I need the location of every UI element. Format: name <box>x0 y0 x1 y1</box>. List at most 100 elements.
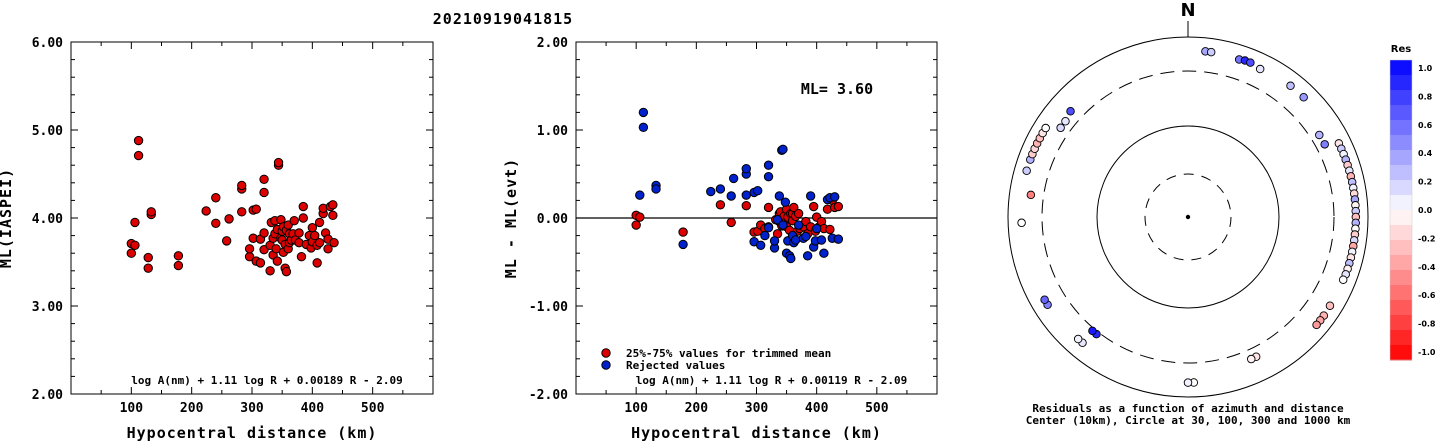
data-point <box>763 202 774 213</box>
colorbar-tick-label: 0.4 <box>1418 149 1433 158</box>
data-point <box>289 215 299 226</box>
data-point <box>780 197 791 207</box>
data-point <box>741 164 751 174</box>
data-point <box>728 173 739 184</box>
data-point <box>801 231 811 242</box>
plot-frame <box>70 41 434 395</box>
data-point <box>310 230 320 241</box>
data-point <box>726 217 736 228</box>
data-point <box>224 214 234 224</box>
data-point <box>678 239 688 250</box>
ring-30km <box>1144 173 1232 261</box>
data-point <box>259 174 269 184</box>
colorbar-tick-label: -0.6 <box>1418 291 1436 300</box>
colorbar-segment <box>1390 120 1412 136</box>
colorbar-segment <box>1390 210 1412 226</box>
colorbar-segment <box>1390 345 1412 361</box>
y-tick-label: 6.00 <box>32 36 63 51</box>
station-point <box>1061 117 1070 126</box>
station-point <box>1183 378 1193 387</box>
ml-vs-distance-plot: 100 200 300 400 500 2.00 3.00 4.00 5.00 6.00 Hypoc… <box>0 36 434 441</box>
y-tick-label: 2.00 <box>32 388 63 403</box>
data-point <box>769 236 780 246</box>
station-point <box>1056 123 1065 133</box>
x-tick-label: 300 <box>240 401 264 416</box>
station-point <box>1325 301 1335 310</box>
data-point <box>312 258 322 268</box>
station-point <box>1073 334 1083 344</box>
data-point <box>789 202 799 213</box>
colorbar-title: Res <box>1391 44 1411 55</box>
data-point <box>811 223 822 234</box>
data-point <box>678 227 688 237</box>
y-axis-title: ML(IASPEI) <box>0 168 15 268</box>
colorbar-tick-label: 0.6 <box>1418 121 1433 130</box>
data-point <box>307 222 318 233</box>
data-point <box>173 251 184 261</box>
x-tick-label: 100 <box>120 401 144 416</box>
legend-label: Rejected values <box>626 359 725 372</box>
x-tick-label: 500 <box>865 401 889 416</box>
data-point <box>298 201 308 212</box>
data-point <box>651 184 661 194</box>
colorbar-segment <box>1390 300 1412 316</box>
x-axis-title: Hypocentral distance (km) <box>127 424 378 441</box>
y-tick-label: 4.00 <box>32 212 63 227</box>
x-tick-label: 200 <box>685 401 709 416</box>
y-axis-title: ML - ML(evt) <box>502 158 520 278</box>
colorbar-segment <box>1390 195 1412 211</box>
colorbar-tick-label: -1.0 <box>1418 348 1436 357</box>
data-point <box>143 263 153 273</box>
data-point <box>314 217 325 228</box>
data-point <box>830 192 840 202</box>
data-point <box>130 217 140 228</box>
colorbar-segment <box>1390 60 1412 76</box>
station-point <box>1022 166 1031 175</box>
colorbar-segment <box>1390 255 1412 271</box>
data-point <box>715 184 726 194</box>
ring-100km <box>1096 125 1280 309</box>
station-point <box>1040 295 1049 305</box>
legend-marker <box>601 360 611 370</box>
data-point <box>778 144 788 155</box>
colorbar-segment <box>1390 330 1412 346</box>
ring-300km <box>1041 70 1335 364</box>
colorbar-segment <box>1390 105 1412 121</box>
data-point <box>323 244 333 254</box>
colorbar-segment <box>1390 135 1412 151</box>
colorbar-tick-label: 0.8 <box>1418 92 1433 101</box>
colorbar-tick-label: -0.8 <box>1418 320 1436 329</box>
data-point <box>272 256 283 266</box>
data-point <box>763 160 774 170</box>
colorbar-frame <box>1389 59 1413 361</box>
station-point <box>1320 140 1329 149</box>
data-point <box>237 180 247 191</box>
colorbar-segment <box>1390 150 1412 166</box>
y-tick-label: 3.00 <box>32 300 63 315</box>
formula-text: log A(nm) + 1.11 log R + 0.00119 R - 2.0… <box>636 374 908 387</box>
data-point <box>706 186 716 197</box>
data-point <box>265 266 275 276</box>
colorbar-tick-label: 0.2 <box>1418 178 1432 187</box>
legend-marker <box>601 348 611 358</box>
data-point <box>808 201 819 212</box>
data-point <box>741 200 751 211</box>
data-point <box>298 213 308 223</box>
data-point <box>631 220 641 230</box>
colorbar-segment <box>1390 90 1412 106</box>
x-tick-label: 300 <box>745 401 769 416</box>
azimuth-distance-polar-plot: N Residuals as a function of azimuth and … <box>1007 0 1436 427</box>
station-point <box>1066 106 1075 116</box>
data-point <box>638 122 649 133</box>
data-point <box>786 253 796 264</box>
data-point <box>638 107 649 118</box>
station-point <box>1312 320 1321 330</box>
station-point <box>1246 354 1256 364</box>
station-point <box>1315 130 1324 140</box>
data-point <box>281 266 292 277</box>
data-point <box>635 190 645 200</box>
data-point <box>314 237 325 248</box>
data-point <box>793 208 804 219</box>
data-point <box>294 228 304 238</box>
data-point <box>774 191 785 201</box>
